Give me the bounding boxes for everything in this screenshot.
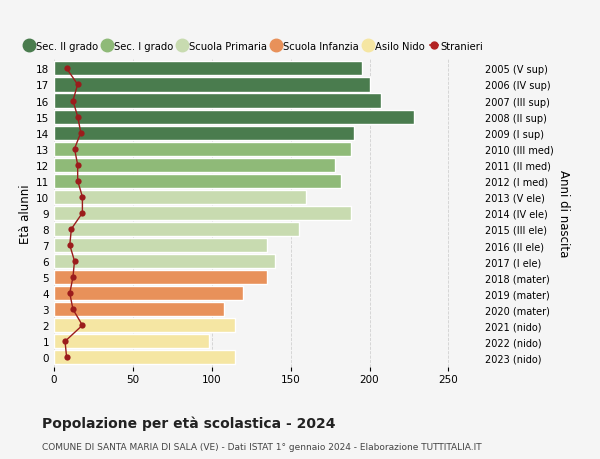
Bar [54, 319, 235, 333]
Bar [54, 110, 414, 124]
Bar [54, 126, 354, 140]
Text: Popolazione per età scolastica - 2024: Popolazione per età scolastica - 2024 [42, 415, 335, 430]
Bar [54, 286, 244, 301]
Y-axis label: Età alunni: Età alunni [19, 184, 32, 243]
Bar [54, 94, 380, 108]
Bar [54, 62, 362, 76]
Bar [54, 238, 267, 252]
Text: COMUNE DI SANTA MARIA DI SALA (VE) - Dati ISTAT 1° gennaio 2024 - Elaborazione T: COMUNE DI SANTA MARIA DI SALA (VE) - Dat… [42, 442, 482, 451]
Legend: Sec. II grado, Sec. I grado, Scuola Primaria, Scuola Infanzia, Asilo Nido, Stran: Sec. II grado, Sec. I grado, Scuola Prim… [25, 42, 484, 51]
Bar [54, 207, 350, 220]
Bar [54, 335, 209, 349]
Bar [54, 254, 275, 269]
Bar [54, 302, 224, 317]
Bar [54, 351, 235, 364]
Bar [54, 78, 370, 92]
Bar [54, 270, 267, 285]
Bar [54, 142, 350, 157]
Bar [54, 190, 307, 204]
Bar [54, 158, 335, 173]
Y-axis label: Anni di nascita: Anni di nascita [557, 170, 570, 257]
Bar [54, 223, 299, 236]
Bar [54, 174, 341, 189]
